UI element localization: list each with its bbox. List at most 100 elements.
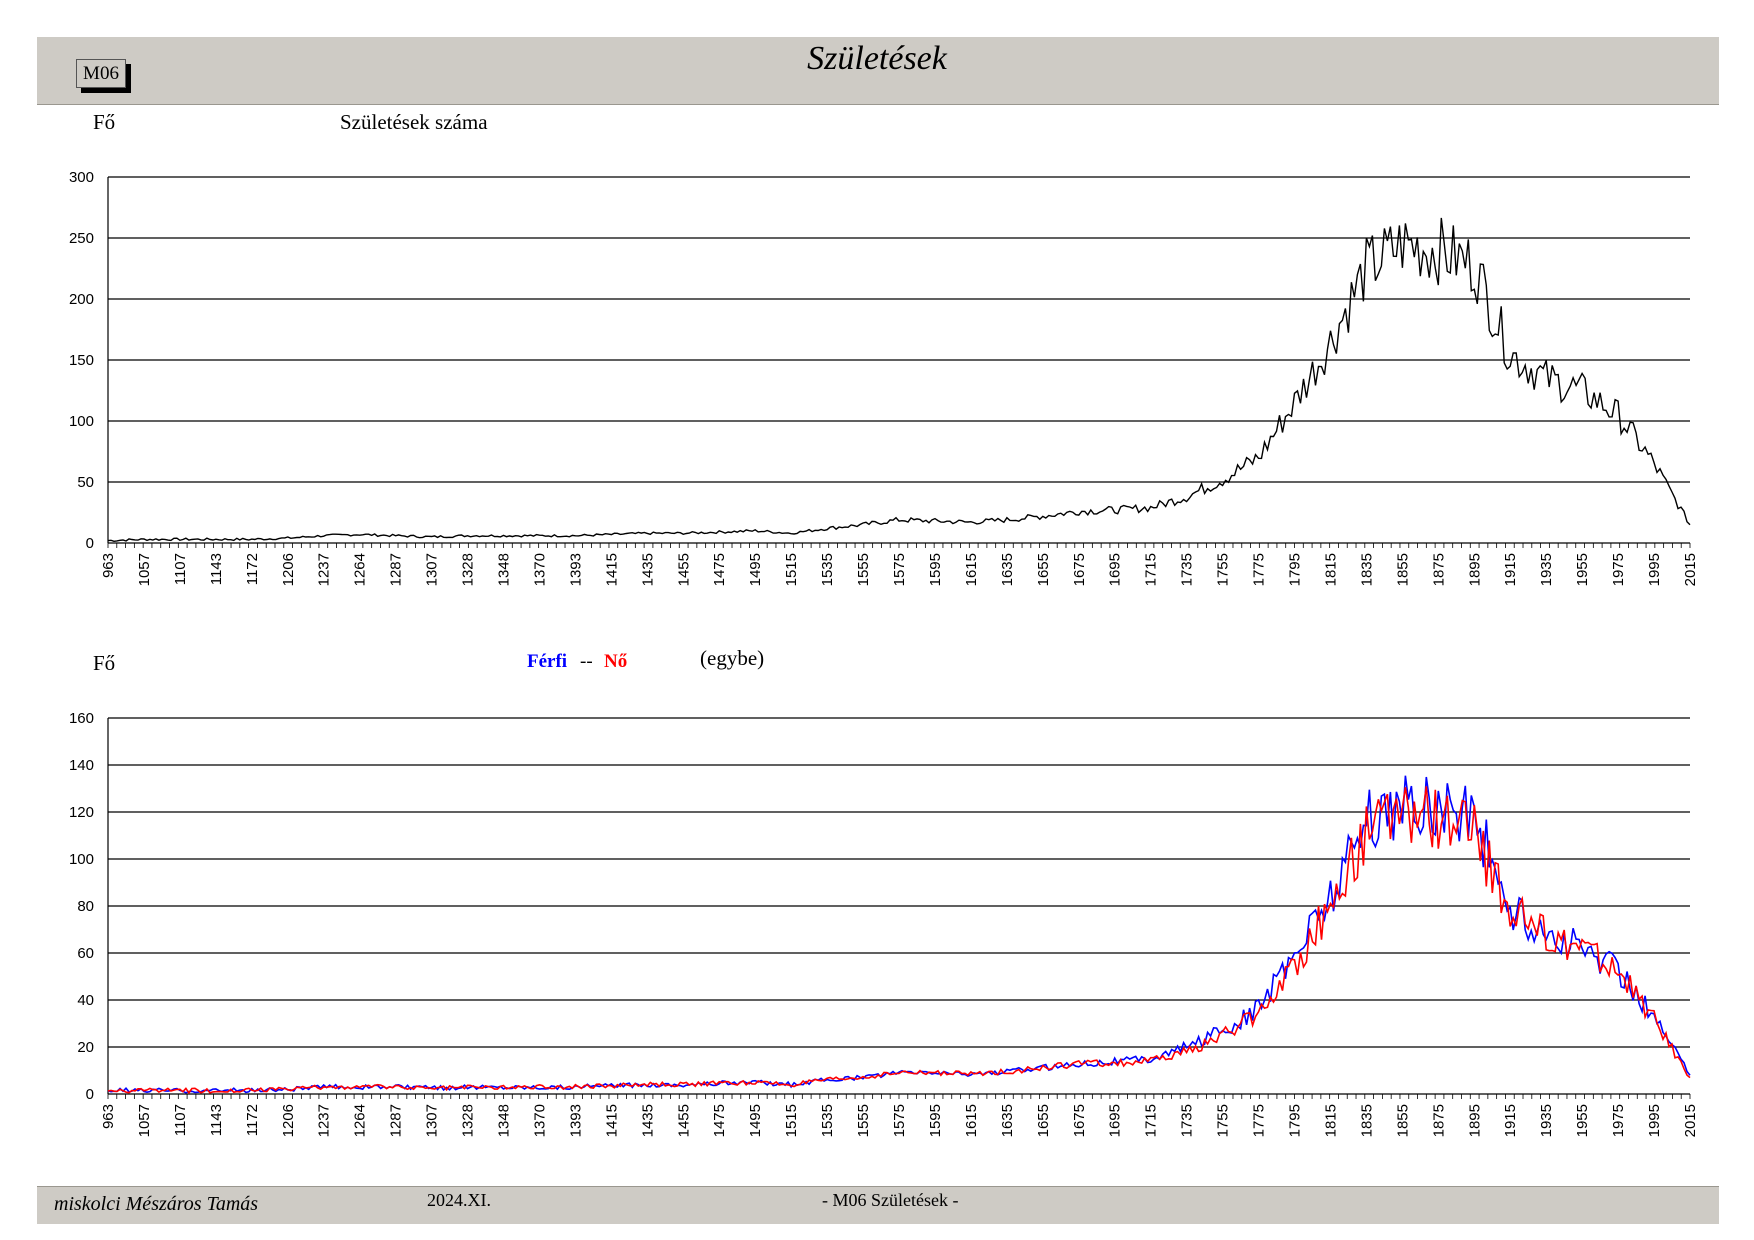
series-line-nő [107, 786, 1691, 1095]
x-tick-label: 1515 [783, 553, 800, 586]
x-tick-label: 1675 [1071, 1104, 1088, 1137]
x-tick-label: 1855 [1394, 553, 1411, 586]
x-tick-label: 1735 [1179, 553, 1196, 586]
x-tick-label: 1595 [927, 1104, 944, 1137]
y-tick-label: 250 [69, 230, 94, 247]
x-tick-label: 1775 [1251, 553, 1268, 586]
y-tick-label: 80 [77, 898, 94, 915]
x-tick-label: 1415 [603, 1104, 620, 1137]
y-tick-label: 40 [77, 992, 94, 1009]
x-tick-label: 1815 [1322, 1104, 1339, 1137]
x-tick-label: 1555 [855, 553, 872, 586]
x-tick-label: 1455 [675, 553, 692, 586]
header-band [37, 37, 1719, 105]
x-tick-label: 1206 [280, 553, 297, 586]
x-tick-label: 1495 [747, 1104, 764, 1137]
y-tick-label: 160 [69, 710, 94, 727]
y-tick-label: 150 [69, 352, 94, 369]
x-tick-label: 1328 [460, 1104, 477, 1137]
x-tick-label: 1307 [424, 553, 441, 586]
x-tick-label: 1675 [1071, 553, 1088, 586]
x-tick-label: 1515 [783, 1104, 800, 1137]
x-tick-label: 1057 [136, 553, 153, 586]
page-title: Születések [807, 40, 947, 77]
x-tick-label: 963 [100, 1104, 117, 1129]
x-tick-label: 2015 [1682, 1104, 1699, 1137]
x-tick-label: 1835 [1358, 1104, 1375, 1137]
x-tick-label: 1975 [1610, 553, 1627, 586]
x-tick-label: 1655 [1035, 553, 1052, 586]
x-tick-label: 1615 [963, 553, 980, 586]
x-tick-label: 1057 [136, 1104, 153, 1137]
x-tick-label: 1455 [675, 1104, 692, 1137]
x-tick-label: 1370 [531, 553, 548, 586]
legend-separator: -- [580, 651, 593, 672]
legend-note: (egybe) [700, 646, 765, 670]
x-tick-label: 1635 [999, 1104, 1016, 1137]
x-tick-label: 1287 [388, 1104, 405, 1137]
chart2-ylabel: Fő [93, 651, 116, 675]
x-tick-label: 1475 [711, 553, 728, 586]
chart-total-births: 0 50 100 150 200 250 300 963 1057 1107 1143 1172 120… [69, 169, 1699, 586]
y-tick-label: 20 [77, 1039, 94, 1056]
x-tick-label: 1955 [1574, 1104, 1591, 1137]
x-tick-label: 1393 [567, 1104, 584, 1137]
x-tick-label: 1348 [496, 1104, 513, 1137]
x-tick-label: 1735 [1179, 1104, 1196, 1137]
x-tick-label: 1795 [1287, 1104, 1304, 1137]
x-tick-label: 1995 [1646, 553, 1663, 586]
x-tick-label: 1328 [460, 553, 477, 586]
x-tick-label: 1755 [1215, 553, 1232, 586]
series-line-total [107, 217, 1691, 543]
x-tick-label: 1695 [1107, 553, 1124, 586]
x-tick-label: 1206 [280, 1104, 297, 1137]
chart-births-by-sex: 0 20 40 60 80 100 120 140 160 963 1057 1107 1143 1172… [69, 710, 1699, 1137]
x-tick-label: 1535 [819, 1104, 836, 1137]
legend-female: Nő [604, 651, 628, 672]
x-tick-label: 1715 [1143, 1104, 1160, 1137]
x-tick-label: 1348 [496, 553, 513, 586]
x-tick-label: 1172 [244, 553, 261, 585]
chart1-ylabel: Fő [93, 110, 116, 134]
x-tick-label: 1535 [819, 553, 836, 586]
x-tick-label: 1935 [1538, 553, 1555, 586]
x-tick-label: 1575 [891, 553, 908, 586]
x-tick-label: 1835 [1358, 553, 1375, 586]
x-tick-label: 1435 [639, 1104, 656, 1137]
x-tick-label: 1815 [1322, 553, 1339, 586]
x-tick-label: 1475 [711, 1104, 728, 1137]
code-badge: M06 [76, 59, 126, 88]
x-tick-label: 1855 [1394, 1104, 1411, 1137]
y-tick-label: 0 [86, 535, 94, 552]
footer-page-label: - M06 Születések - [822, 1190, 959, 1210]
x-tick-label: 1287 [388, 553, 405, 586]
x-tick-label: 1975 [1610, 1104, 1627, 1137]
x-tick-label: 1995 [1646, 1104, 1663, 1137]
footer-band [37, 1186, 1719, 1224]
x-tick-label: 1393 [567, 553, 584, 586]
x-tick-label: 1955 [1574, 553, 1591, 586]
x-tick-label: 1915 [1502, 1104, 1519, 1137]
y-tick-label: 120 [69, 804, 94, 821]
x-tick-label: 1895 [1466, 553, 1483, 586]
y-tick-label: 0 [86, 1086, 94, 1103]
x-tick-label: 1575 [891, 1104, 908, 1137]
x-tick-label: 1915 [1502, 553, 1519, 586]
x-tick-label: 1107 [172, 1104, 189, 1136]
x-tick-label: 1615 [963, 1104, 980, 1137]
y-tick-label: 100 [69, 413, 94, 430]
chart1-title: Születések száma [340, 110, 488, 134]
x-tick-label: 1775 [1251, 1104, 1268, 1137]
x-tick-label: 1875 [1430, 1104, 1447, 1137]
x-tick-label: 1264 [352, 1104, 369, 1137]
series-line-férfi [107, 775, 1691, 1094]
x-tick-label: 963 [100, 553, 117, 578]
x-tick-label: 1143 [208, 553, 225, 585]
footer-author: miskolci Mészáros Tamás [54, 1193, 259, 1215]
x-tick-label: 1895 [1466, 1104, 1483, 1137]
x-tick-label: 1875 [1430, 553, 1447, 586]
y-tick-label: 60 [77, 945, 94, 962]
x-tick-label: 1655 [1035, 1104, 1052, 1137]
x-tick-label: 1695 [1107, 1104, 1124, 1137]
x-tick-label: 1307 [424, 1104, 441, 1137]
